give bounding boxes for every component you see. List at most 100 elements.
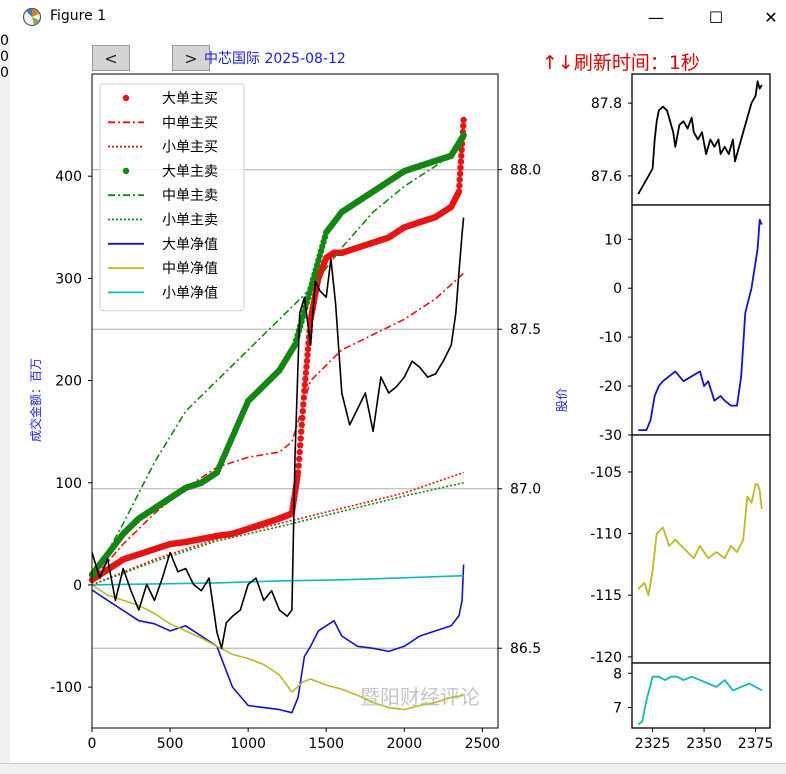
legend-label: 小单主卖 xyxy=(162,213,218,229)
side-plot-background-small-net-zoom xyxy=(632,663,770,728)
close-icon: ✕ xyxy=(764,7,778,27)
window-title: Figure 1 xyxy=(50,8,107,24)
series-point-大单主买 xyxy=(460,116,467,124)
series-point-大单主买 xyxy=(296,455,303,463)
series-point-大单主买 xyxy=(299,414,306,422)
series-point-大单主买 xyxy=(456,182,463,189)
y2-tick-label: 88.0 xyxy=(510,163,541,179)
series-point-大单主买 xyxy=(296,448,303,456)
side-y-tick-label: -110 xyxy=(590,527,622,543)
prev-button[interactable]: < xyxy=(92,45,130,71)
left-strip-char: 0 xyxy=(0,49,9,65)
maximize-icon: ☐ xyxy=(708,7,724,27)
side-y-tick-label: -115 xyxy=(590,588,622,604)
window-titlebar: Figure 1 — ☐ ✕ xyxy=(0,0,786,34)
series-line-股价 xyxy=(91,217,465,650)
side-series-line-small-net-zoom xyxy=(637,675,763,726)
series-line-大单净值 xyxy=(91,564,465,714)
series-point-大单主买 xyxy=(300,394,307,401)
minimize-icon: — xyxy=(648,7,664,27)
side-series-line-medium-net-zoom xyxy=(637,483,763,597)
side-y-tick-label: -20 xyxy=(599,379,622,395)
series-point-大单主买 xyxy=(456,170,464,177)
maximize-button[interactable]: ☐ xyxy=(696,4,736,30)
legend-marker xyxy=(122,94,130,102)
side-y-tick-label: -120 xyxy=(590,650,622,666)
series-point-大单主买 xyxy=(297,435,304,442)
next-button[interactable]: > xyxy=(172,45,210,71)
series-point-大单主买 xyxy=(302,375,309,383)
series-point-大单主买 xyxy=(455,188,463,195)
left-strip-char: 0 xyxy=(0,65,9,81)
series-point-大单主卖 xyxy=(460,132,467,139)
side-plot-background-price-zoom xyxy=(632,74,770,205)
legend-label: 大单净值 xyxy=(162,237,218,253)
legend-label: 中单净值 xyxy=(162,261,218,277)
close-button[interactable]: ✕ xyxy=(756,4,786,30)
minimize-button[interactable]: — xyxy=(636,4,676,30)
y-tick-label: 100 xyxy=(55,476,82,492)
series-point-大单主买 xyxy=(304,351,311,359)
y-axis-label: 成交金额：百万 xyxy=(28,358,43,442)
series-point-大单主买 xyxy=(304,345,312,353)
legend-label: 小单净值 xyxy=(162,285,218,301)
series-point-大单主买 xyxy=(301,387,308,394)
matplotlib-app-icon xyxy=(22,7,42,27)
y2-axis-label: 股价 xyxy=(555,388,569,412)
y-tick-label: 400 xyxy=(55,169,82,185)
legend-label: 小单主买 xyxy=(162,140,218,156)
side-y-tick-label: 7 xyxy=(613,700,622,716)
series-point-大单主买 xyxy=(457,158,465,165)
side-charts: 87.6 87.8 -30 -20 -10 0 10 -120 -115 -110 -105 7 8 23… xyxy=(590,73,774,752)
side-plot-frame-small-net-zoom xyxy=(631,662,771,729)
series-line-中单主买 xyxy=(91,272,465,581)
y2-tick-label: 86.5 xyxy=(510,641,541,657)
side-y-tick-label: -30 xyxy=(599,428,622,444)
series-point-大单主买 xyxy=(456,176,463,183)
y2-tick-label: 87.5 xyxy=(510,322,541,338)
side-y-tick-label: 87.8 xyxy=(591,96,622,112)
side-x-tick-label: 2375 xyxy=(738,736,774,752)
side-series-line-large-net-zoom xyxy=(638,218,763,432)
x-tick-label: 0 xyxy=(88,736,97,752)
series-point-大单主买 xyxy=(295,462,302,469)
legend-marker xyxy=(122,167,130,175)
series-point-大单主买 xyxy=(457,164,464,171)
side-y-tick-label: 87.6 xyxy=(591,169,622,185)
legend-label: 大单主买 xyxy=(162,91,218,107)
series-point-大单主买 xyxy=(301,381,309,388)
legend-box xyxy=(99,83,245,312)
chevron-right-icon: > xyxy=(184,48,198,68)
side-x-tick-label: 2350 xyxy=(686,736,722,752)
side-y-tick-label: 0 xyxy=(613,281,622,297)
side-y-tick-label: 8 xyxy=(613,666,622,682)
plot-frame xyxy=(91,73,499,729)
series-point-大单主买 xyxy=(298,421,305,428)
x-tick-label: 500 xyxy=(157,736,184,752)
y-tick-label: 300 xyxy=(55,271,82,287)
side-series-line-price-zoom xyxy=(637,80,763,195)
y-tick-label: 200 xyxy=(55,374,82,390)
series-line-中单净值 xyxy=(91,584,464,711)
left-strip-char: 0 xyxy=(0,33,9,49)
series-line-小单主卖 xyxy=(91,482,464,586)
y2-tick-label: 87.0 xyxy=(510,482,541,498)
y-tick-label: -100 xyxy=(50,680,82,696)
series-point-大单主买 xyxy=(294,469,302,476)
left-strip: 0 0 0 xyxy=(0,34,10,773)
legend-label: 中单主买 xyxy=(162,115,218,131)
series-point-大单主买 xyxy=(298,428,305,435)
y-tick-label: 0 xyxy=(73,578,82,594)
side-y-tick-label: 10 xyxy=(604,232,622,248)
series-point-大单主买 xyxy=(458,152,465,159)
series-line-小单主买 xyxy=(91,471,464,586)
chevron-left-icon: < xyxy=(104,48,118,68)
x-tick-label: 2500 xyxy=(465,736,501,752)
series-point-大单主买 xyxy=(297,442,304,449)
stock-title: 中芯国际 2025-08-12 xyxy=(204,51,346,67)
bottom-toolbar xyxy=(0,763,786,774)
side-y-tick-label: -10 xyxy=(599,330,622,346)
x-tick-label: 1000 xyxy=(230,736,266,752)
